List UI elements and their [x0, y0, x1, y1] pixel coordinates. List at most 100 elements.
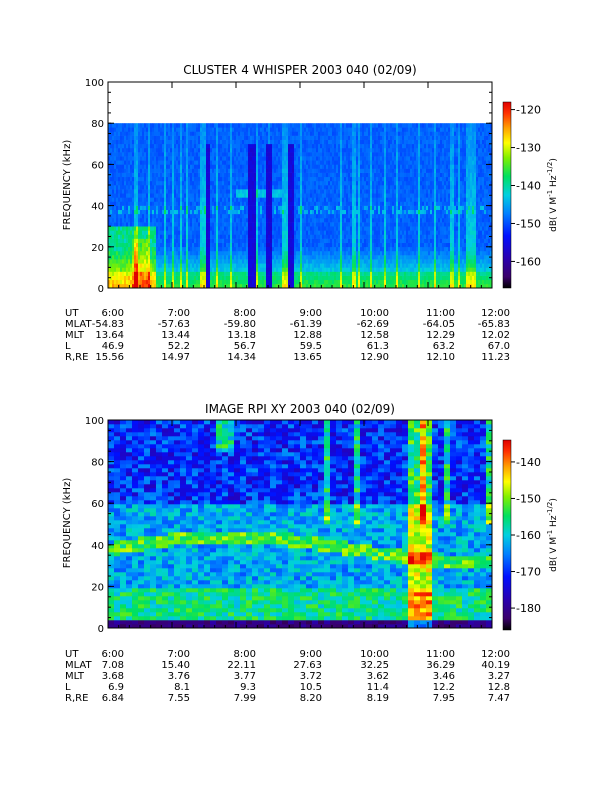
spectrogram-cell [230, 283, 233, 289]
spectrogram-cell [302, 275, 305, 281]
spectrogram-cell [278, 271, 281, 276]
spectrogram-cell [310, 230, 313, 235]
spectrogram-cell [328, 197, 331, 202]
spectrogram-cell [190, 180, 193, 186]
spectrogram-cell [282, 143, 285, 149]
spectrogram-cell [328, 209, 331, 215]
spectrogram-cell [144, 209, 147, 215]
spectrogram-cell [126, 131, 129, 136]
spectrogram-cell [324, 242, 327, 248]
spectrogram-cell [242, 131, 245, 136]
spectrogram-cell [262, 139, 265, 145]
spectrogram-cell [356, 250, 359, 256]
spectrogram-cell [326, 242, 329, 248]
spectrogram-cell [204, 172, 207, 178]
spectrogram-cell [202, 185, 205, 190]
spectrogram-cell [108, 263, 111, 268]
spectrogram-cell [320, 246, 323, 252]
spectrogram-cell [162, 176, 165, 182]
spectrogram-cell [256, 234, 259, 239]
spectrogram-cell [336, 213, 339, 219]
spectrogram-cell [174, 156, 177, 161]
spectrogram-cell [344, 180, 347, 186]
spectrogram-cell [338, 135, 341, 140]
spectrogram-cell [248, 267, 251, 272]
spectrogram-cell [300, 164, 303, 169]
spectrogram-cell [160, 135, 163, 140]
spectrogram-cell [312, 127, 315, 132]
spectrogram-cell [230, 172, 233, 178]
spectrogram-cell [264, 283, 267, 289]
spectrogram-cell [330, 259, 333, 264]
spectrogram-cell [186, 135, 189, 140]
spectrogram-cell [132, 234, 135, 239]
spectrogram-cell [180, 147, 183, 153]
spectrogram-cell [318, 209, 321, 215]
spectrogram-cell [352, 213, 355, 219]
spectrogram-cell [202, 250, 205, 256]
spectrogram-cell [122, 271, 125, 276]
spectrogram-cell [208, 267, 211, 272]
spectrogram-cell [176, 226, 179, 231]
spectrogram-cell [238, 250, 241, 256]
spectrogram-cell [270, 201, 273, 206]
spectrogram-cell [164, 271, 167, 276]
spectrogram-cell [260, 156, 263, 161]
spectrogram-cell [282, 271, 285, 276]
spectrogram-cell [178, 213, 181, 219]
spectrogram-cell [318, 217, 321, 223]
spectrogram-cell [350, 205, 353, 211]
spectrogram-cell [148, 259, 151, 264]
spectrogram-cell [166, 267, 169, 272]
spectrogram-cell [124, 259, 127, 264]
spectrogram-cell [112, 226, 115, 231]
spectrogram-cell [192, 205, 195, 211]
spectrogram-cell [286, 185, 289, 190]
spectrogram-cell [330, 139, 333, 145]
spectrogram-cell [348, 259, 351, 264]
spectrogram-cell [156, 246, 159, 252]
spectrogram-cell [162, 131, 165, 136]
spectrogram-cell [248, 263, 251, 268]
spectrogram-cell [354, 176, 357, 182]
spectrogram-cell [320, 147, 323, 153]
spectrogram-cell [254, 164, 257, 169]
spectrogram-cell [282, 226, 285, 231]
spectrogram-cell [218, 230, 221, 235]
spectrogram-cell [230, 259, 233, 264]
spectrogram-cell [242, 164, 245, 169]
spectrogram-cell [344, 185, 347, 190]
spectrogram-cell [142, 193, 145, 198]
spectrogram-cell [150, 180, 153, 186]
spectrogram-cell [188, 205, 191, 211]
spectrogram-cell [292, 197, 295, 202]
spectrogram-cell [156, 267, 159, 272]
spectrogram-cell [126, 143, 129, 149]
spectrogram-cell [286, 180, 289, 186]
spectrogram-cell [118, 143, 121, 149]
spectrogram-cell [294, 156, 297, 161]
spectrogram-cell [238, 234, 241, 239]
spectrogram-cell [158, 209, 161, 215]
spectrogram-cell [316, 189, 319, 194]
spectrogram-cell [138, 242, 141, 248]
spectrogram-cell [294, 123, 297, 128]
spectrogram-cell [288, 160, 291, 165]
spectrogram-cell [200, 209, 203, 215]
spectrogram-cell [262, 283, 265, 289]
spectrogram-cell [336, 205, 339, 211]
spectrogram-cell [182, 263, 185, 268]
spectrogram-cell [210, 143, 213, 149]
spectrogram-cell [144, 238, 147, 243]
spectrogram-cell [168, 180, 171, 186]
spectrogram-cell [164, 275, 167, 281]
spectrogram-cell [308, 156, 311, 161]
spectrogram-cell [182, 230, 185, 235]
spectrogram-cell [114, 246, 117, 252]
spectrogram-cell [228, 131, 231, 136]
spectrogram-cell [240, 238, 243, 243]
spectrogram-cell [316, 172, 319, 178]
spectrogram-cell [344, 222, 347, 227]
spectrogram-cell [280, 255, 283, 260]
spectrogram-cell [200, 147, 203, 153]
